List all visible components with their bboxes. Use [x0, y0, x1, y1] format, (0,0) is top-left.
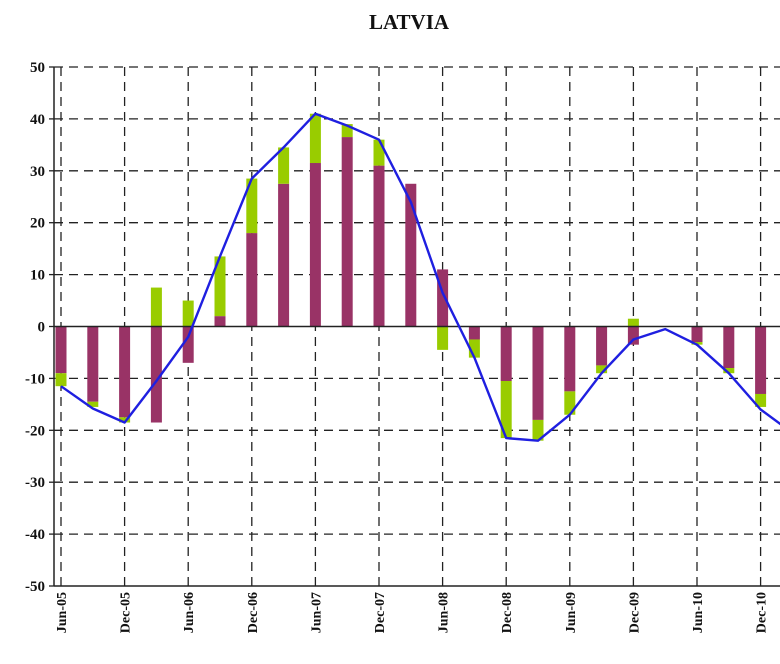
bars: [56, 114, 780, 441]
bar-mar-07-s2: [278, 147, 289, 183]
bar-mar-07-s1: [278, 184, 289, 327]
bar-sep-10-s1: [723, 327, 734, 369]
y-tick-label: -50: [25, 579, 45, 595]
bar-dec-07-s1: [374, 166, 385, 327]
x-tick-label: Jun-09: [564, 592, 579, 633]
bar-jun-06-s1: [183, 327, 194, 363]
x-tick-label: Jun-07: [309, 592, 324, 633]
x-tick-label: Jun-10: [691, 592, 706, 633]
bar-sep-07-s1: [342, 137, 353, 326]
x-tick-label: Dec-09: [627, 592, 642, 633]
x-tick-label: Dec-10: [755, 592, 770, 633]
x-tick-label: Dec-08: [500, 592, 515, 633]
bar-sep-08-s1: [469, 327, 480, 340]
line-series: [61, 114, 780, 441]
bar-dec-09-s2: [628, 319, 639, 327]
y-tick-label: 0: [38, 320, 46, 336]
bar-mar-09-s1: [533, 327, 544, 420]
y-tick-label: 20: [30, 216, 45, 232]
y-tick-label: 30: [30, 164, 45, 180]
bar-mar-06-s2: [151, 288, 162, 327]
bar-jun-10-s1: [692, 327, 703, 343]
bar-jun-08-s2: [437, 327, 448, 350]
y-tick-label: 50: [30, 60, 45, 76]
bar-sep-09-s1: [596, 327, 607, 366]
y-tick-label: 40: [30, 112, 45, 128]
x-tick-label: Jun-08: [437, 592, 452, 633]
bar-dec-10-s1: [755, 327, 766, 394]
chart-title: LATVIA: [369, 10, 450, 34]
y-tick-label: -40: [25, 527, 45, 543]
x-tick-label: Dec-07: [373, 592, 388, 633]
x-tick-label: Jun-05: [55, 592, 70, 633]
bar-dec-05-s1: [119, 327, 130, 418]
bar-dec-08-s1: [501, 327, 512, 381]
bar-jun-09-s1: [564, 327, 575, 392]
y-tick-label: -20: [25, 423, 45, 439]
bar-jun-07-s1: [310, 163, 321, 326]
bar-sep-06-s1: [215, 316, 226, 326]
tick-labels: 50 40 30 20 10 0 -10 -20 -30 -40 -50 Jun-05 Dec-05 Ju…: [25, 60, 770, 633]
x-tick-label: Dec-05: [119, 592, 134, 633]
bar-jun-05-s1: [56, 327, 67, 374]
bar-dec-07-s2: [374, 140, 385, 166]
bar-jun-06-s2: [183, 301, 194, 327]
bar-sep-05-s1: [87, 327, 98, 402]
axes: [49, 67, 780, 586]
x-tick-label: Dec-06: [246, 592, 261, 633]
bar-dec-06-s1: [246, 233, 257, 326]
y-tick-label: -30: [25, 475, 45, 491]
y-tick-label: -10: [25, 371, 45, 387]
trend-line: [61, 114, 780, 441]
bar-jun-05-s2: [56, 373, 67, 386]
bar-jun-07-s2: [310, 114, 321, 163]
x-tick-label: Jun-06: [182, 592, 197, 633]
y-tick-label: 10: [30, 268, 45, 284]
